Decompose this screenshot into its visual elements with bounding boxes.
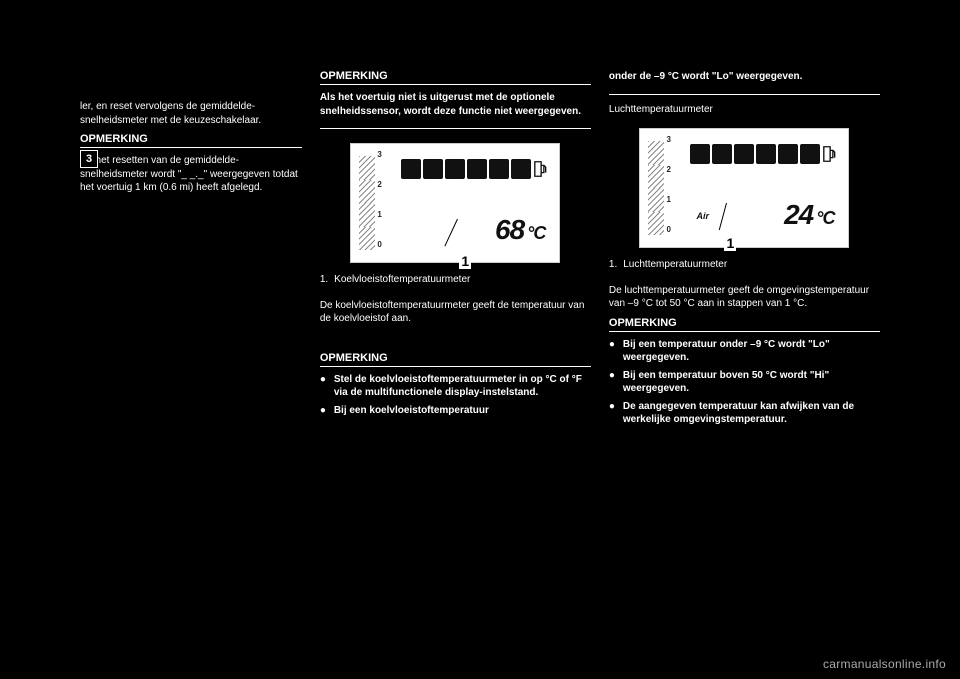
fuel-segment bbox=[511, 159, 531, 179]
rule bbox=[320, 84, 591, 85]
bullet-icon: ● bbox=[320, 373, 328, 400]
col1-text: ler, en reset vervolgens de gemiddelde-s… bbox=[80, 100, 302, 127]
fuel-segment bbox=[712, 144, 732, 164]
col2-note1-heading: OPMERKING bbox=[320, 70, 591, 82]
bullet-text: Bij een temperatuur boven 50 °C wordt "H… bbox=[623, 369, 880, 396]
coolant-temp-reading: 68°C bbox=[495, 214, 545, 246]
col2-note2-heading: OPMERKING bbox=[320, 352, 591, 364]
caption-label: 1. bbox=[609, 258, 617, 272]
list-item: ● Stel de koelvloeistoftemperatuurmeter … bbox=[320, 373, 591, 400]
page-tab: 3 bbox=[80, 150, 98, 168]
page-content: 3 ler, en reset vervolgens de gemiddelde… bbox=[80, 70, 880, 630]
fuel-gauge bbox=[690, 141, 836, 167]
fuel-segment bbox=[467, 159, 487, 179]
panel-inner: 3 2 1 0 68°C bbox=[357, 150, 553, 256]
air-label: Air bbox=[696, 211, 709, 221]
caption-text: Koelvloeistoftemperatuurmeter bbox=[334, 273, 470, 287]
reading-value: 68 bbox=[495, 214, 524, 246]
reading-unit: °C bbox=[527, 223, 545, 243]
col2-para1: De koelvloeistoftemperatuurmeter geeft d… bbox=[320, 299, 591, 326]
rule bbox=[609, 331, 880, 332]
tacho-scale: 3 2 1 0 bbox=[359, 152, 393, 254]
fuel-segment bbox=[690, 144, 710, 164]
panel-inner: 3 2 1 0 Air 24° bbox=[646, 135, 842, 241]
tacho-num: 0 bbox=[666, 225, 670, 234]
col3-subheading: Luchttemperatuurmeter bbox=[609, 103, 880, 117]
watermark: carmanualsonline.info bbox=[823, 657, 946, 671]
column-3: onder de –9 °C wordt "Lo" weergegeven. L… bbox=[609, 70, 880, 630]
reading-value: 24 bbox=[784, 199, 813, 231]
fuel-pump-icon bbox=[822, 144, 836, 164]
column-1: ler, en reset vervolgens de gemiddelde-s… bbox=[80, 70, 302, 630]
bullet-text: Stel de koelvloeistoftemperatuurmeter in… bbox=[334, 373, 591, 400]
tacho-num: 2 bbox=[377, 180, 381, 189]
col2-note1-text: Als het voertuig niet is uitgerust met d… bbox=[320, 91, 591, 118]
fuel-pump-icon bbox=[533, 159, 547, 179]
tacho-num: 0 bbox=[377, 240, 381, 249]
bullet-text: Bij een temperatuur onder –9 °C wordt "L… bbox=[623, 338, 880, 365]
callout-number: 1 bbox=[459, 253, 471, 269]
fuel-segment bbox=[778, 144, 798, 164]
callout-number: 1 bbox=[724, 235, 736, 251]
fuel-segment bbox=[489, 159, 509, 179]
tacho-num: 1 bbox=[377, 210, 381, 219]
bullet-text: De aangegeven temperatuur kan afwijken v… bbox=[623, 400, 880, 427]
rule bbox=[320, 366, 591, 367]
col1-note-text: Na het resetten van de gemiddelde-snelhe… bbox=[80, 154, 302, 195]
panel-caption: 1. Luchttemperatuurmeter bbox=[609, 258, 880, 272]
list-item: ● Bij een temperatuur onder –9 °C wordt … bbox=[609, 338, 880, 365]
tacho-num: 3 bbox=[377, 150, 381, 159]
rule bbox=[320, 128, 591, 129]
col1-note-heading: OPMERKING bbox=[80, 133, 302, 145]
tacho-num: 1 bbox=[666, 195, 670, 204]
fuel-segment bbox=[800, 144, 820, 164]
fuel-segment bbox=[734, 144, 754, 164]
reading-unit: °C bbox=[816, 208, 834, 228]
col3-top-para: onder de –9 °C wordt "Lo" weergegeven. bbox=[609, 70, 880, 84]
bullet-icon: ● bbox=[609, 338, 617, 365]
fuel-segment bbox=[401, 159, 421, 179]
column-2: OPMERKING Als het voertuig niet is uitge… bbox=[320, 70, 591, 630]
list-item: ● De aangegeven temperatuur kan afwijken… bbox=[609, 400, 880, 427]
panel-caption: 1. Koelvloeistoftemperatuurmeter bbox=[320, 273, 591, 287]
bullet-icon: ● bbox=[609, 369, 617, 396]
fuel-segment bbox=[756, 144, 776, 164]
bullet-icon: ● bbox=[320, 404, 328, 418]
coolant-temp-panel: 3 2 1 0 68°C bbox=[350, 143, 560, 263]
air-temp-panel: 3 2 1 0 Air 24° bbox=[639, 128, 849, 248]
list-item: ● Bij een koelvloeistoftemperatuur bbox=[320, 404, 591, 418]
rule bbox=[609, 94, 880, 95]
tacho-scale: 3 2 1 0 bbox=[648, 137, 682, 239]
bullet-icon: ● bbox=[609, 400, 617, 427]
bullet-text: Bij een koelvloeistoftemperatuur bbox=[334, 404, 489, 418]
caption-label: 1. bbox=[320, 273, 328, 287]
rule bbox=[80, 147, 302, 148]
air-temp-reading: 24°C bbox=[784, 199, 834, 231]
fuel-segment bbox=[445, 159, 465, 179]
fuel-segment bbox=[423, 159, 443, 179]
list-item: ● Bij een temperatuur boven 50 °C wordt … bbox=[609, 369, 880, 396]
fuel-gauge bbox=[401, 156, 547, 182]
col3-note-heading: OPMERKING bbox=[609, 317, 880, 329]
page-tab-number: 3 bbox=[86, 153, 92, 165]
caption-text: Luchttemperatuurmeter bbox=[623, 258, 727, 272]
tacho-num: 3 bbox=[666, 135, 670, 144]
col3-para1: De luchttemperatuurmeter geeft de omgevi… bbox=[609, 284, 880, 311]
tacho-num: 2 bbox=[666, 165, 670, 174]
